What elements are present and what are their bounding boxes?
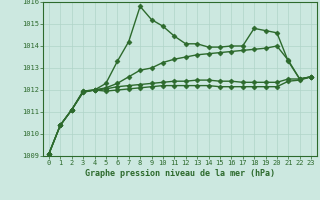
X-axis label: Graphe pression niveau de la mer (hPa): Graphe pression niveau de la mer (hPa) xyxy=(85,169,275,178)
